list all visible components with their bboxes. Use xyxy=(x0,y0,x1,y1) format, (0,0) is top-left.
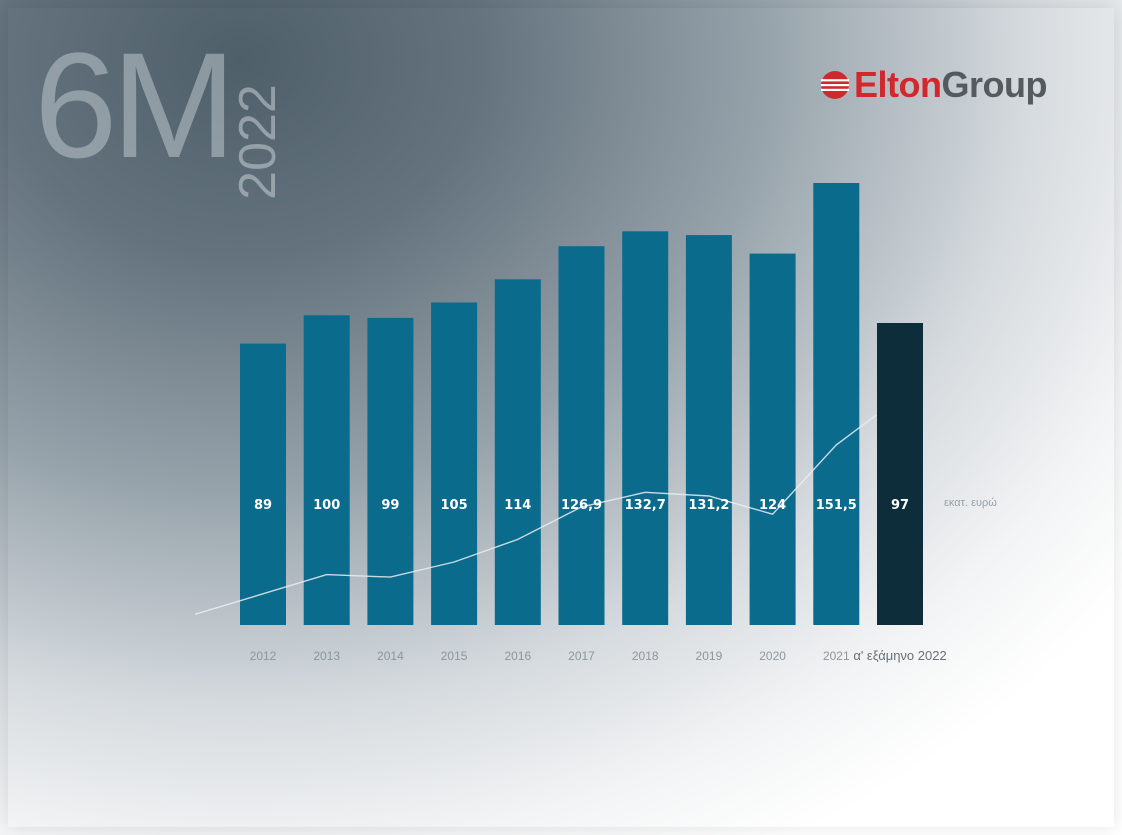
x-tick-label: 2014 xyxy=(377,649,404,663)
x-tick-label: 2021 xyxy=(823,649,850,663)
x-tick-label: 2015 xyxy=(441,649,468,663)
x-tick-label: 2016 xyxy=(504,649,531,663)
bar-value-label: 97 xyxy=(891,498,909,513)
bar-value-label: 99 xyxy=(381,498,399,513)
bar-2017 xyxy=(558,246,605,625)
bar-value-label: 132,7 xyxy=(625,498,666,513)
brand-name-part1: Elton xyxy=(854,64,942,105)
bar-value-label: 105 xyxy=(441,498,468,513)
trend-line xyxy=(194,414,877,615)
bar-2021 xyxy=(813,183,860,625)
bar-value-label: 131,2 xyxy=(688,498,729,513)
period-number: 6M xyxy=(34,21,236,189)
bar-2016 xyxy=(494,279,541,625)
bar-value-label: 114 xyxy=(504,498,531,513)
bar-2015 xyxy=(431,302,478,625)
brand-name-part2: Group xyxy=(941,64,1047,105)
bar-2012 xyxy=(240,343,286,625)
x-tick-label: 2013 xyxy=(313,649,340,663)
bars-layer xyxy=(240,183,923,626)
bar-value-label: 89 xyxy=(254,498,272,513)
x-tick-label: 2017 xyxy=(568,649,595,663)
bar-value-label: 151,5 xyxy=(816,498,857,513)
value-labels-layer: 89 100 99 105 114 126,9 132,7 131,2 124 151,5 97 xyxy=(254,498,909,513)
trend-line-layer xyxy=(194,414,877,615)
x-tick-label: α' εξάμηνο 2022 xyxy=(853,648,946,663)
unit-label: εκατ. ευρώ xyxy=(944,497,997,509)
bar-2018 xyxy=(622,231,669,626)
x-tick-label: 2012 xyxy=(250,649,277,663)
bar-value-label: 126,9 xyxy=(561,498,602,513)
bar-2013 xyxy=(303,315,350,625)
bar-α' εξάμηνο 2022 xyxy=(877,323,923,625)
bar-2019 xyxy=(685,235,732,625)
x-tick-label: 2020 xyxy=(759,649,786,663)
elton-group-logo: EltonGroup xyxy=(820,60,1047,110)
x-tick-label: 2019 xyxy=(696,649,723,663)
brand-name: EltonGroup xyxy=(854,60,1047,110)
bar-2014 xyxy=(367,317,414,625)
bar-value-label: 124 xyxy=(759,498,786,513)
bar-2020 xyxy=(749,253,796,625)
elton-logo-icon xyxy=(821,71,849,99)
x-axis-ticks: 2012 2013 2014 2015 2016 2017 2018 2019 2020 2021… xyxy=(250,648,947,663)
bar-value-label: 100 xyxy=(313,498,340,513)
x-tick-label: 2018 xyxy=(632,649,659,663)
